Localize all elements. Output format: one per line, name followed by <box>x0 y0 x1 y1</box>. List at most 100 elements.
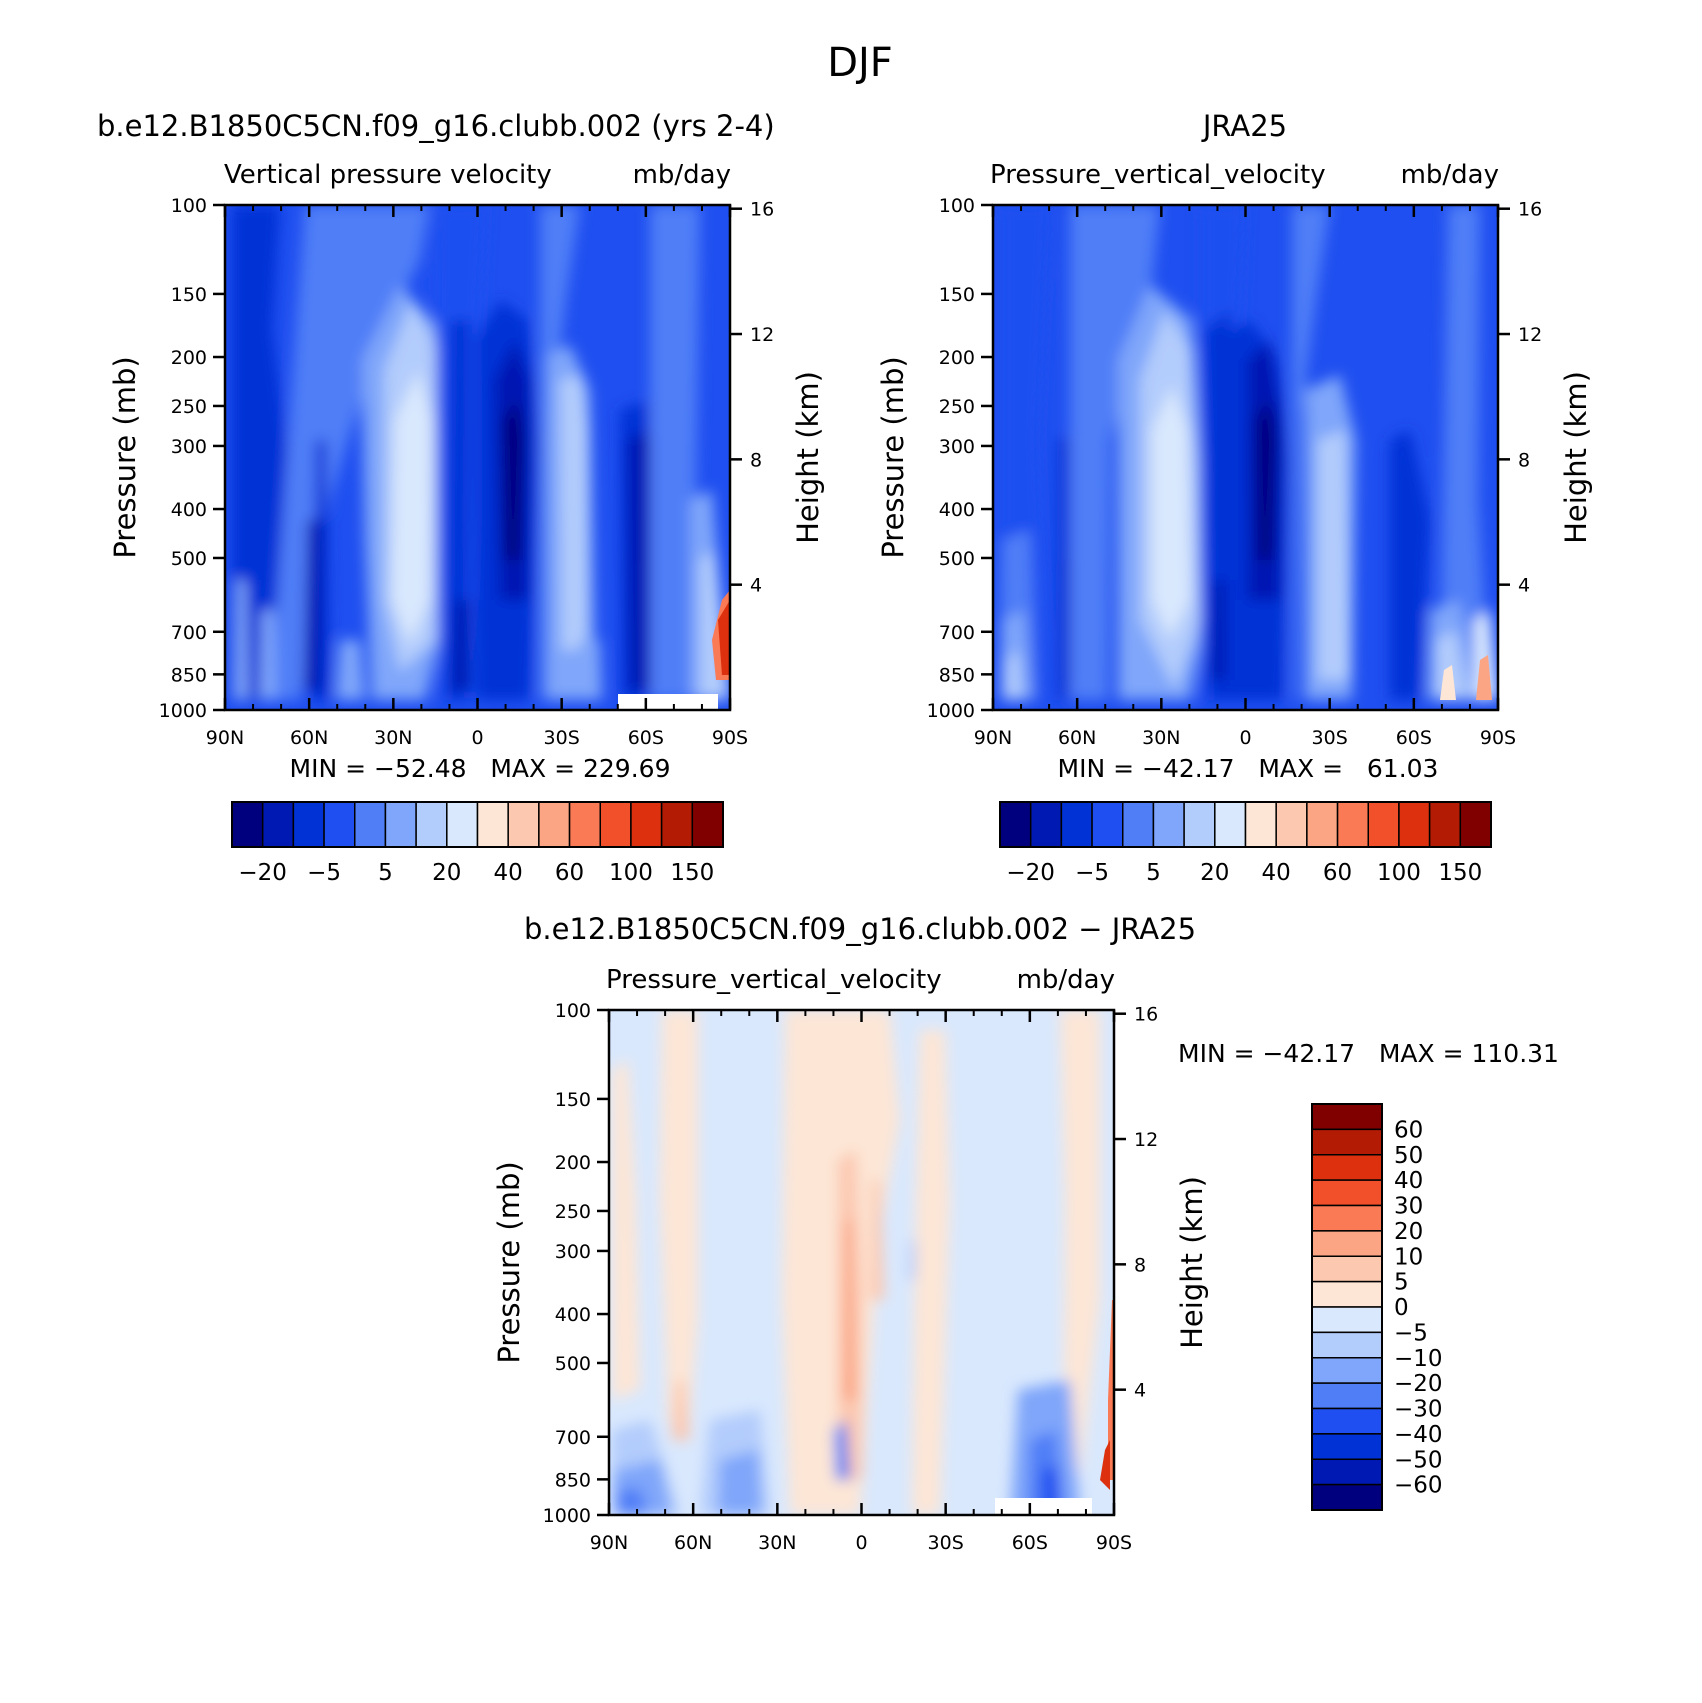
colorbar-box <box>1311 1255 1383 1283</box>
y-right-axis-title: Height (km) <box>791 371 825 544</box>
colorbar-label: −20 <box>1006 860 1055 886</box>
colorbar-box <box>231 801 264 848</box>
colorbar-box <box>1311 1128 1383 1156</box>
y-tick-label: 200 <box>171 347 207 369</box>
colorbar-box <box>1306 801 1339 848</box>
y-tick-label: 200 <box>555 1152 591 1174</box>
y-tick-label: 400 <box>171 499 207 521</box>
colorbar-box <box>446 801 479 848</box>
x-tick-label: 30N <box>758 1532 796 1554</box>
colorbar-box <box>1311 1382 1383 1410</box>
y-tick-label: 700 <box>171 622 207 644</box>
colorbar-box <box>1311 1103 1383 1131</box>
y-tick-label: 1000 <box>543 1505 591 1527</box>
x-tick-label: 60N <box>1058 727 1096 749</box>
colorbar-box <box>1311 1179 1383 1207</box>
colorbar-label: −5 <box>1075 860 1109 886</box>
obs-axes: 90N 60N 30N 0 30S 60S 90S 100 150 200 250 300 400 500… <box>876 195 1593 749</box>
x-tick-label: 60S <box>628 727 664 749</box>
colorbar-label: 20 <box>1200 860 1229 886</box>
colorbar-label: 150 <box>1438 860 1482 886</box>
x-tick-label: 30S <box>928 1532 964 1554</box>
y-tick-label: 700 <box>939 622 975 644</box>
colorbar-box <box>476 801 509 848</box>
colorbar-box <box>1214 801 1247 848</box>
y-tick-label: 500 <box>555 1353 591 1375</box>
diff-case-title: b.e12.B1850C5CN.f09_g16.clubb.002 − JRA2… <box>524 912 1196 946</box>
colorbar-box <box>1398 801 1431 848</box>
y-right-tick-label: 4 <box>1134 1380 1146 1402</box>
y-right-tick-label: 12 <box>750 324 774 346</box>
panel-model: b.e12.B1850C5CN.f09_g16.clubb.002 (yrs 2… <box>97 109 825 886</box>
colorbar-box <box>1459 801 1492 848</box>
colorbar-label: 40 <box>494 860 523 886</box>
obs-colorbar: −20 −5 5 20 40 60 100 150 <box>999 801 1492 886</box>
y-tick-label: 400 <box>555 1304 591 1326</box>
diff-variable-label: Pressure_vertical_velocity <box>606 965 942 995</box>
colorbar-box <box>1311 1433 1383 1460</box>
x-tick-label: 90N <box>590 1532 628 1554</box>
y-right-tick-label: 4 <box>1518 575 1530 597</box>
colorbar-box <box>384 801 417 848</box>
colorbar-box <box>1428 801 1462 848</box>
colorbar-label: −40 <box>1394 1422 1443 1448</box>
colorbar-box <box>1122 801 1155 848</box>
y-tick-label: 100 <box>555 1000 591 1022</box>
colorbar-label: 60 <box>1323 860 1352 886</box>
obs-variable-label: Pressure_vertical_velocity <box>990 160 1326 190</box>
colorbar-label: 5 <box>1146 860 1161 886</box>
colorbar-label: 30 <box>1394 1194 1423 1220</box>
y-tick-label: 150 <box>939 284 975 306</box>
x-tick-label: 60N <box>290 727 328 749</box>
y-tick-label: 850 <box>171 664 207 686</box>
colorbar-label: 100 <box>1377 860 1421 886</box>
colorbar-label: 20 <box>432 860 461 886</box>
y-tick-label: 100 <box>939 195 975 217</box>
colorbar-label: 40 <box>1262 860 1291 886</box>
colorbar-box <box>1311 1280 1383 1308</box>
x-tick-label: 0 <box>855 1532 867 1554</box>
x-tick-label: 60S <box>1396 727 1432 749</box>
y-right-tick-label: 8 <box>1134 1254 1146 1276</box>
x-tick-label: 90S <box>1480 727 1516 749</box>
y-tick-label: 700 <box>555 1427 591 1449</box>
y-tick-label: 250 <box>555 1201 591 1223</box>
colorbar-label: 150 <box>670 860 714 886</box>
y-axis-title: Pressure (mb) <box>876 356 910 558</box>
colorbar-box <box>1152 801 1185 848</box>
y-tick-label: 250 <box>939 396 975 418</box>
x-tick-label: 30S <box>544 727 580 749</box>
y-tick-label: 300 <box>171 436 207 458</box>
x-tick-label: 30N <box>374 727 412 749</box>
colorbar-label: −20 <box>1394 1371 1443 1397</box>
colorbar-label: 0 <box>1394 1295 1409 1321</box>
colorbar-label: −50 <box>1394 1447 1443 1473</box>
colorbar-box <box>415 801 448 848</box>
colorbar-box <box>568 801 601 848</box>
y-tick-label: 850 <box>939 664 975 686</box>
colorbar-box <box>1311 1357 1383 1384</box>
colorbar-label: 5 <box>1394 1270 1409 1296</box>
obs-case-title: JRA25 <box>1201 109 1287 143</box>
colorbar-box <box>660 801 694 848</box>
colorbar-box <box>1311 1204 1383 1232</box>
colorbar-box <box>354 801 387 848</box>
x-tick-label: 60S <box>1012 1532 1048 1554</box>
colorbar-box <box>1311 1331 1383 1359</box>
x-tick-label: 30N <box>1142 727 1180 749</box>
y-tick-label: 100 <box>171 195 207 217</box>
y-axis-title: Pressure (mb) <box>492 1161 526 1363</box>
model-variable-label: Vertical pressure velocity <box>224 160 552 190</box>
model-case-title: b.e12.B1850C5CN.f09_g16.clubb.002 (yrs 2… <box>97 109 775 143</box>
page-title: DJF <box>827 40 893 86</box>
x-tick-label: 30S <box>1312 727 1348 749</box>
colorbar-box <box>1029 801 1063 848</box>
colorbar-box <box>1311 1154 1383 1181</box>
diff-units-label: mb/day <box>1017 965 1115 995</box>
colorbar-box <box>691 801 724 848</box>
panel-obs: JRA25 Pressure_vertical_velocity mb/day <box>876 109 1593 886</box>
colorbar-label: −5 <box>1394 1320 1428 1346</box>
colorbar-box <box>1311 1483 1383 1511</box>
y-tick-label: 1000 <box>927 700 975 722</box>
